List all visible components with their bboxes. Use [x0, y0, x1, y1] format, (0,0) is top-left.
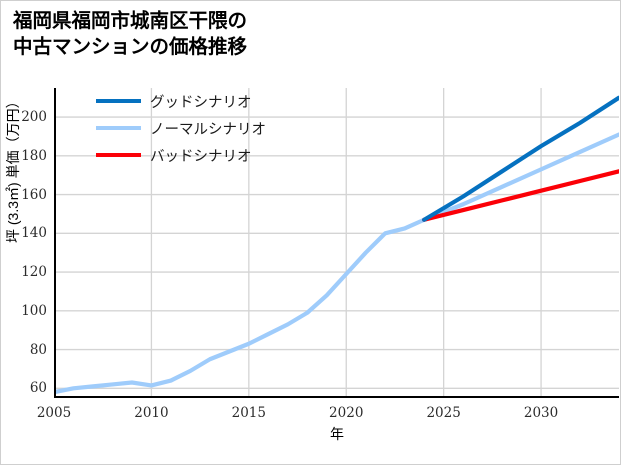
legend-item[interactable]: バッドシナリオ: [96, 145, 266, 165]
x-tick-label: 2005: [36, 405, 72, 421]
y-tick-label: 80: [29, 341, 47, 358]
x-tick-label: 2015: [231, 405, 266, 421]
legend-label: グッドシナリオ: [150, 94, 252, 111]
y-tick-label: 120: [21, 264, 47, 281]
y-tick-label: 180: [21, 147, 47, 164]
chart-legend: グッドシナリオ ノーマルシナリオ バッドシナリオ: [96, 91, 266, 165]
y-axis-spine: [54, 88, 57, 398]
y-tick-label: 140: [21, 225, 47, 242]
x-axis-label: 年: [330, 426, 344, 442]
page-title: 福岡県福岡市城南区干隈の 中古マンションの価格推移: [13, 10, 248, 58]
chart-canvas: [54, 88, 619, 398]
legend-color-swatch: [96, 98, 141, 104]
x-tick-label: 2020: [329, 405, 364, 421]
y-tick-label: 100: [21, 302, 47, 319]
legend-label: ノーマルシナリオ: [150, 121, 266, 138]
x-tick-label: 2030: [523, 405, 559, 421]
x-tick-label: 2010: [134, 405, 169, 421]
plot-area: 60 80 100 120 140 160 180 200 2005 2010 2015 2020 2…: [21, 88, 619, 421]
x-axis-spine: [54, 395, 619, 398]
series-lines: [54, 95, 619, 395]
legend-color-swatch: [96, 125, 141, 131]
legend-item[interactable]: ノーマルシナリオ: [96, 118, 266, 138]
legend-label: バッドシナリオ: [150, 148, 252, 165]
series-line: [54, 132, 619, 395]
series-line: [422, 95, 619, 222]
series-line: [422, 169, 619, 222]
legend-color-swatch: [96, 152, 141, 158]
plot-background: [54, 88, 619, 398]
legend-item[interactable]: グッドシナリオ: [96, 91, 266, 111]
y-axis-label: 坪 (3.3㎡) 単価（万円）: [5, 94, 21, 243]
y-tick-label: 200: [21, 109, 47, 126]
x-tick-label: 2025: [426, 405, 461, 421]
gridlines: [54, 88, 619, 398]
y-tick-label: 160: [21, 186, 47, 203]
y-tick-label: 60: [29, 380, 47, 397]
